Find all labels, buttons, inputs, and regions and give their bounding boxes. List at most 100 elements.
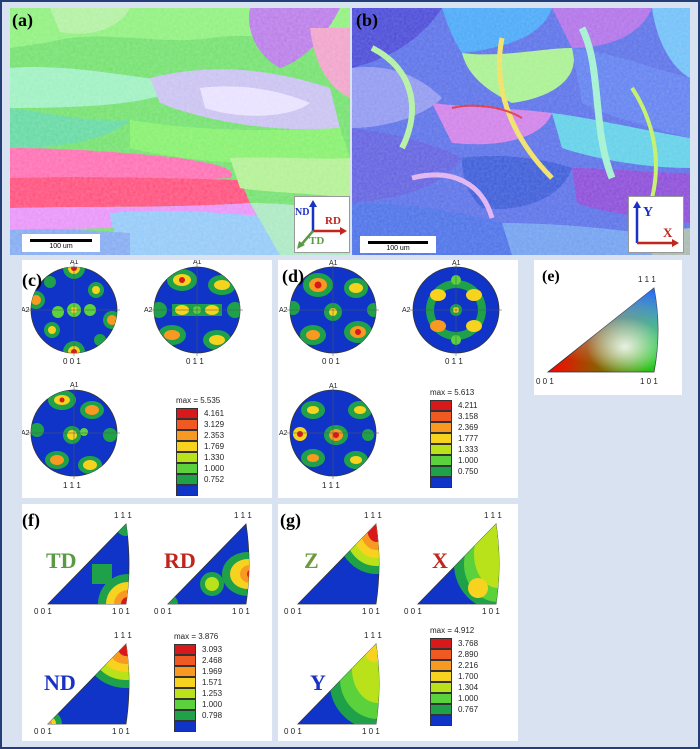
- pf-c2-pole: 0 1 1: [186, 357, 204, 366]
- pf-d1-axis-left: A2: [279, 307, 288, 314]
- panel-e-label: (e): [542, 268, 560, 285]
- ipf-x-label: X: [432, 548, 448, 573]
- pf-d3-pole: 1 1 1: [322, 481, 340, 490]
- ipf-figures-g: 1 1 1 0 0 1 1 0 1 1 1 1 0 0 1 1 0 1 1 1 …: [284, 511, 502, 736]
- pf-c2-axis-left: A2: [144, 307, 153, 314]
- f1-corner-right: 1 0 1: [112, 607, 130, 616]
- pf-c2-axis-top: A1: [193, 260, 202, 266]
- f1-corner-left: 0 0 1: [34, 607, 52, 616]
- legend-f-row: 1.253: [174, 688, 222, 699]
- f1-corner-top: 1 1 1: [114, 511, 132, 520]
- x-axis-label: X: [663, 225, 673, 240]
- nd-label: ND: [295, 207, 310, 218]
- scale-bar-a-text: 100 um: [49, 243, 73, 250]
- panel-d: A1 A2 0 0 1 A1 A2 0 1 1 A1 A2 1 1 1 (d) …: [278, 260, 518, 498]
- legend-g-row: 0.767: [430, 704, 478, 715]
- legend-c-row: 3.129: [176, 419, 224, 430]
- panel-a: (a) 100 um ND RD TD: [10, 8, 350, 255]
- pf-d2-axis-left: A2: [402, 307, 411, 314]
- g1-corner-top: 1 1 1: [364, 511, 382, 520]
- scale-bar-b-text: 100 um: [386, 245, 410, 252]
- pf-d3-axis-left: A2: [279, 430, 288, 437]
- legend-g-row: 2.890: [430, 649, 478, 660]
- legend-c-row: 1.000: [176, 463, 224, 474]
- ipf-nd-label: ND: [44, 670, 76, 695]
- g2-corner-top: 1 1 1: [484, 511, 502, 520]
- legend-c: max = 5.535 4.161 3.129 2.353 1.769 1.33…: [176, 396, 272, 496]
- legend-f-max: max = 3.876: [174, 632, 219, 641]
- legend-g-row: 3.768: [430, 638, 478, 649]
- legend-f-row: 3.093: [174, 644, 222, 655]
- legend-g-row: 1.304: [430, 682, 478, 693]
- legend-f: max = 3.876 3.093 2.468 1.969 1.571 1.25…: [174, 632, 272, 732]
- panel-b-label: (b): [356, 10, 378, 30]
- legend-c-max: max = 5.535: [176, 396, 221, 405]
- legend-g: max = 4.912 3.768 2.890 2.216 1.700 1.30…: [430, 626, 518, 726]
- pf-d1-pole: 0 0 1: [322, 357, 340, 366]
- ebsd-map-a: [10, 8, 350, 255]
- pole-figures-d: A1 A2 0 0 1 A1 A2 0 1 1 A1 A2 1 1 1: [279, 260, 502, 490]
- td-label: TD: [309, 235, 325, 247]
- panel-g-label: (g): [280, 510, 301, 530]
- panel-a-label: (a): [12, 10, 33, 30]
- pf-c1-pole: 0 0 1: [63, 357, 81, 366]
- ipf-color-key: 1 1 1 0 0 1 1 0 1: [536, 275, 659, 386]
- legend-g-row: 2.216: [430, 660, 478, 671]
- f2-corner-top: 1 1 1: [234, 511, 252, 520]
- pf-d3-axis-top: A1: [329, 383, 338, 390]
- pf-d2-axis-top: A1: [452, 260, 461, 267]
- g1-corner-right: 1 0 1: [362, 607, 380, 616]
- legend-g-row: [430, 715, 452, 726]
- legend-f-row: 0.798: [174, 710, 222, 721]
- e-corner-top: 1 1 1: [638, 275, 656, 284]
- g3-corner-right: 1 0 1: [362, 727, 380, 736]
- g1-corner-left: 0 0 1: [284, 607, 302, 616]
- legend-f-row: 1.969: [174, 666, 222, 677]
- f3-corner-left: 0 0 1: [34, 727, 52, 736]
- pf-c1-axis-top: A1: [70, 260, 79, 266]
- panel-f-label: (f): [22, 510, 40, 530]
- pf-c1-axis-left: A2: [22, 307, 30, 314]
- legend-d-row: 4.211: [430, 400, 477, 411]
- legend-c-row: 1.769: [176, 441, 224, 452]
- g3-corner-left: 0 0 1: [284, 727, 302, 736]
- e-corner-right: 1 0 1: [640, 377, 658, 386]
- panel-e: 1 1 1 0 0 1 1 0 1 (e): [534, 260, 682, 395]
- legend-c-row: 1.330: [176, 452, 224, 463]
- e-corner-left: 0 0 1: [536, 377, 554, 386]
- y-axis-label: Y: [643, 205, 654, 220]
- f2-corner-left: 0 0 1: [154, 607, 172, 616]
- legend-d: max = 5.613 4.211 3.158 2.369 1.777 1.33…: [430, 388, 518, 488]
- legend-d-row: 1.333: [430, 444, 478, 455]
- scale-bar-a: 100 um: [22, 234, 100, 252]
- legend-d-row: 2.369: [430, 422, 478, 433]
- legend-f-row: 1.571: [174, 677, 222, 688]
- f3-corner-top: 1 1 1: [114, 631, 132, 640]
- legend-g-max: max = 4.912: [430, 626, 475, 635]
- f2-corner-right: 1 0 1: [232, 607, 250, 616]
- legend-d-row: [430, 477, 452, 488]
- pf-c3-pole: 1 1 1: [63, 481, 81, 490]
- g3-corner-top: 1 1 1: [364, 631, 382, 640]
- f3-corner-right: 1 0 1: [112, 727, 130, 736]
- g2-corner-left: 0 0 1: [404, 607, 422, 616]
- rd-label: RD: [325, 215, 341, 227]
- ipf-z-label: Z: [304, 548, 319, 573]
- legend-d-row: 0.750: [430, 466, 478, 477]
- legend-c-row: 2.353: [176, 430, 224, 441]
- pf-d1-axis-top: A1: [329, 260, 338, 267]
- legend-d-row: 1.000: [430, 455, 478, 466]
- panel-g: 1 1 1 0 0 1 1 0 1 1 1 1 0 0 1 1 0 1 1 1 …: [278, 504, 518, 741]
- axes-key-a: ND RD TD: [294, 196, 350, 253]
- panel-f: 1 1 1 0 0 1 1 0 1 1 1 1 0 0 1 1 0 1 1 1 …: [22, 504, 272, 741]
- ipf-figures-f: 1 1 1 0 0 1 1 0 1 1 1 1 0 0 1 1 0 1 1 1 …: [34, 511, 252, 736]
- pf-c3-axis-top: A1: [70, 382, 79, 389]
- legend-d-max: max = 5.613: [430, 388, 475, 397]
- legend-f-row: [174, 721, 196, 732]
- panel-c-label: (c): [22, 270, 42, 290]
- panel-d-label: (d): [282, 266, 304, 286]
- ipf-y-label: Y: [310, 670, 326, 695]
- pole-figures-c: A1 A2 0 0 1 A1 A2 0 1 1 A1 A2 1 1 1: [22, 260, 243, 490]
- legend-g-row: 1.700: [430, 671, 478, 682]
